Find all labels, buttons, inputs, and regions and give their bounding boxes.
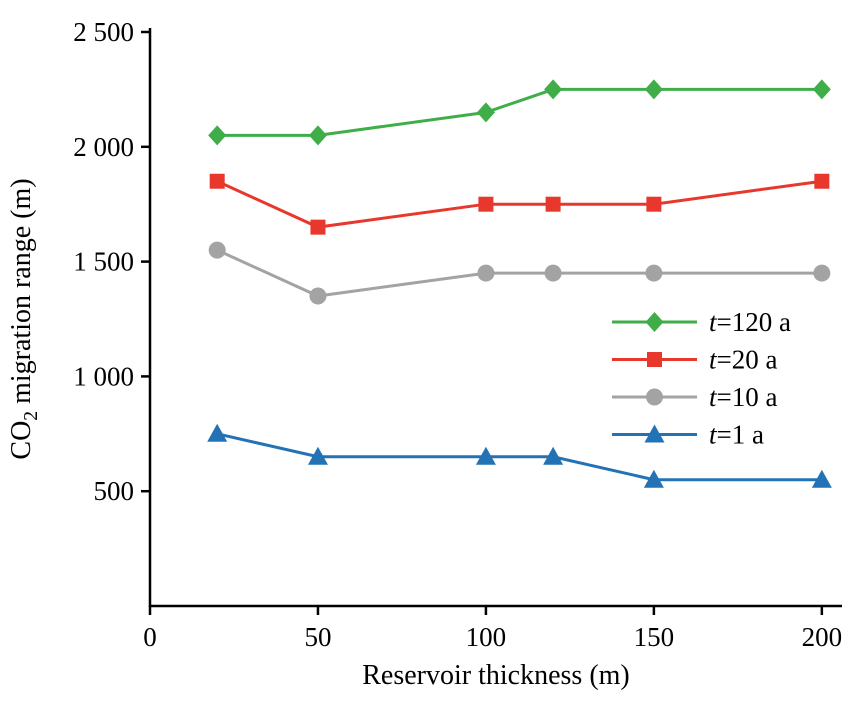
triangle-marker [644, 424, 665, 443]
y-tick-label: 2 500 [73, 17, 134, 47]
y-axis-ticks: 500 1 000 1 500 2 000 2 500 [73, 17, 150, 506]
series-line [216, 248, 822, 298]
legend-label: t=1 a [709, 420, 764, 450]
circle-marker [645, 264, 663, 282]
circle-marker [813, 264, 831, 282]
diamond-marker [544, 79, 563, 100]
legend-entry: t=1 a [612, 420, 764, 450]
series-t-10-a [208, 241, 831, 305]
square-marker [647, 352, 662, 367]
triangle-marker [207, 423, 228, 442]
x-tick-label: 0 [143, 622, 157, 652]
series-line [216, 432, 822, 482]
x-tick-label: 200 [802, 622, 843, 652]
legend: t=120 a t=20 a t=10 a t=1 a [612, 307, 791, 450]
triangle-marker [811, 469, 832, 488]
y-tick-label: 2 000 [73, 132, 134, 162]
square-marker [478, 196, 494, 212]
triangle-marker [543, 446, 564, 465]
diamond-marker [476, 102, 495, 123]
series-line [216, 179, 823, 229]
diamond-marker [644, 79, 663, 100]
square-marker [209, 173, 225, 189]
x-tick-label: 150 [634, 622, 675, 652]
square-marker [814, 173, 830, 189]
legend-entry: t=120 a [612, 307, 791, 337]
y-axis-title: CO2 migration range (m) [6, 178, 42, 459]
square-marker [646, 196, 662, 212]
legend-label: t=10 a [709, 382, 777, 412]
legend-entry: t=20 a [612, 345, 777, 375]
legend-label: t=120 a [709, 307, 791, 337]
y-tick-label: 1 000 [73, 361, 134, 391]
triangle-marker [643, 469, 664, 488]
square-marker [310, 219, 326, 235]
x-axis-ticks: 0 50 100 150 200 [143, 606, 842, 652]
circle-marker [309, 287, 327, 305]
series-t-20-a [209, 173, 830, 235]
legend-label: t=20 a [709, 345, 777, 375]
diamond-marker [308, 125, 327, 146]
triangle-marker [307, 446, 328, 465]
x-tick-label: 50 [304, 622, 331, 652]
y-tick-label: 500 [94, 476, 135, 506]
diamond-marker [812, 79, 831, 100]
diamond-marker [208, 125, 227, 146]
x-axis-title: Reservoir thickness (m) [362, 660, 630, 691]
circle-marker [544, 264, 562, 282]
series-t-1-a [207, 423, 832, 488]
circle-marker [208, 241, 226, 259]
legend-entry: t=10 a [612, 382, 777, 412]
series-t-120-a [208, 79, 831, 146]
series-line [217, 87, 822, 137]
triangle-marker [475, 446, 496, 465]
x-tick-label: 100 [466, 622, 507, 652]
circle-marker [477, 264, 495, 282]
square-marker [545, 196, 561, 212]
circle-marker [646, 388, 663, 406]
y-tick-label: 1 500 [73, 247, 134, 277]
diamond-marker [645, 312, 664, 332]
